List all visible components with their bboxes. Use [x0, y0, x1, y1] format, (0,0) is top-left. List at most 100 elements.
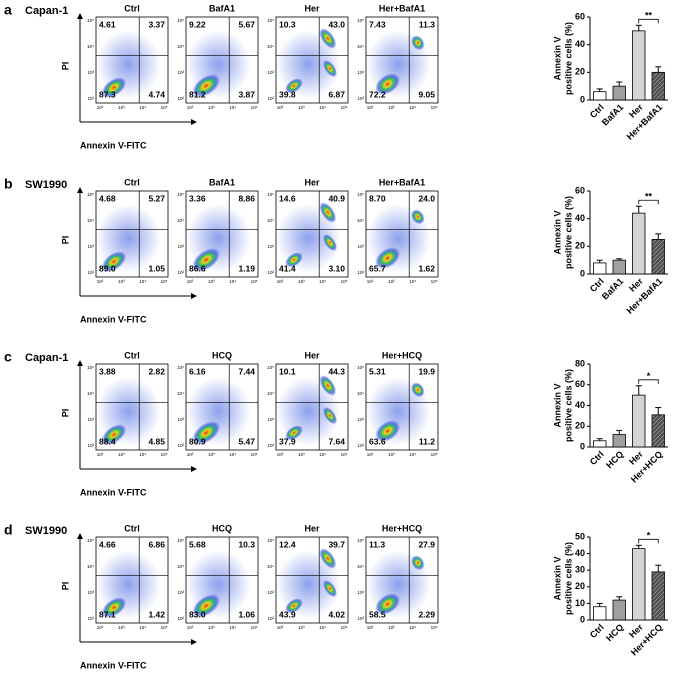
flow-x-tick: 10³	[388, 279, 395, 284]
scatter-density	[322, 233, 338, 252]
quadrant-label: 1.62	[418, 263, 435, 273]
x-tick-label: BafA1	[600, 276, 625, 301]
y-axis-label: positive cells (%)	[563, 22, 573, 95]
flow-y-tick: 10⁴	[177, 44, 184, 49]
scatter-density	[411, 382, 425, 398]
flow-y-tick: 10⁵	[357, 365, 364, 370]
quadrant-label: 65.7	[369, 263, 386, 273]
bar	[632, 30, 646, 101]
flow-x-tick: 10⁵	[341, 625, 348, 630]
flow-x-tick: 10⁵	[341, 279, 348, 284]
quadrant-label: 7.64	[328, 436, 345, 446]
panel-letter: a	[4, 2, 12, 18]
flow-x-tick: 10⁴	[409, 105, 416, 110]
bar	[593, 440, 607, 448]
quadrant-label: 27.9	[418, 539, 435, 549]
flow-y-tick: 10³	[87, 70, 94, 75]
bar	[593, 262, 607, 275]
scatter-density	[319, 375, 337, 396]
scatter-density	[322, 579, 338, 598]
quadrant-label: 5.68	[189, 539, 206, 549]
x-tick-label: HCQ	[604, 622, 625, 643]
flow-x-tick: 10²	[277, 625, 284, 630]
flow-y-tick: 10⁴	[267, 218, 274, 223]
quadrant-label: 8.86	[238, 193, 255, 203]
flow-y-tick: 10²	[357, 96, 364, 101]
flow-x-tick: 10³	[388, 105, 395, 110]
panel-letter: d	[4, 522, 13, 538]
plot-title: Ctrl	[124, 523, 140, 533]
quadrant-label: 39.8	[279, 89, 296, 99]
quadrant-label: 8.70	[369, 193, 386, 203]
flow-y-tick: 10²	[87, 270, 94, 275]
scatter-density	[192, 74, 221, 98]
flow-x-tick: 10⁴	[229, 279, 236, 284]
flow-x-tick: 10⁵	[251, 625, 258, 630]
cell-line: Capan-1	[25, 5, 68, 17]
flow-y-tick: 10²	[177, 270, 184, 275]
flow-y-tick: 10³	[357, 590, 364, 595]
quadrant-label: 12.4	[279, 539, 296, 549]
significance-bracket	[638, 538, 659, 544]
scatter-density	[319, 548, 337, 569]
flow-y-tick: 10⁴	[87, 44, 94, 49]
significance-label: **	[645, 192, 653, 202]
flow-x-tick: 10⁵	[251, 279, 258, 284]
quadrant-label: 6.87	[328, 89, 345, 99]
flow-x-tick: 10³	[298, 452, 305, 457]
plot-title: Her	[304, 3, 320, 13]
flow-x-tick: 10⁵	[431, 452, 438, 457]
x-tick-label: Ctrl	[588, 622, 606, 640]
quadrant-label: 3.36	[189, 193, 206, 203]
flow-x-tick: 10²	[367, 105, 374, 110]
scatter-density	[285, 598, 303, 614]
flow-y-tick: 10⁵	[177, 538, 184, 543]
bar	[651, 71, 665, 101]
flow-x-tick: 10⁴	[319, 279, 326, 284]
significance-label: *	[647, 531, 651, 541]
flow-x-tick: 10⁴	[229, 625, 236, 630]
quadrant-label: 5.67	[238, 19, 255, 29]
scatter-density	[375, 420, 401, 442]
flow-y-tick: 10⁴	[267, 391, 274, 396]
y-tick-label: 30	[575, 565, 585, 575]
y-tick-label: 40	[575, 213, 585, 223]
quadrant-label: 1.06	[238, 609, 255, 619]
flow-y-tick: 10⁴	[357, 218, 364, 223]
flow-y-tick: 10⁴	[267, 44, 274, 49]
quadrant-label: 3.88	[99, 366, 116, 376]
flow-x-tick: 10⁴	[319, 625, 326, 630]
quadrant-label: 10.3	[279, 19, 296, 29]
flow-y-tick: 10²	[357, 270, 364, 275]
quadrant-label: 5.31	[369, 366, 386, 376]
bar	[612, 259, 626, 275]
flow-x-tick: 10³	[118, 452, 125, 457]
quadrant-label: 1.19	[238, 263, 255, 273]
flow-x-tick: 10³	[298, 105, 305, 110]
flow-y-tick: 10⁵	[87, 538, 94, 543]
significance-bracket	[638, 199, 659, 205]
flow-x-tick: 10²	[97, 105, 104, 110]
y-axis-label: Annexin V	[552, 383, 562, 427]
cell-line: SW1990	[25, 525, 67, 537]
flow-y-tick: 10⁴	[87, 391, 94, 396]
quadrant-label: 6.16	[189, 366, 206, 376]
y-axis-label: Annexin V	[552, 556, 562, 600]
quadrant-label: 89.0	[99, 263, 116, 273]
y-tick-label: 10	[575, 598, 585, 608]
quadrant-label: 63.6	[369, 436, 386, 446]
flow-x-tick: 10²	[277, 105, 284, 110]
flow-x-tick: 10⁴	[139, 105, 146, 110]
flow-y-tick: 10²	[267, 443, 274, 448]
flow-x-tick: 10²	[97, 279, 104, 284]
flow-y-tick: 10⁵	[87, 192, 94, 197]
flow-y-label: PI	[60, 409, 70, 418]
y-tick-label: 20	[575, 581, 585, 591]
flow-x-label: Annexin V-FITC	[80, 140, 147, 150]
cell-line: SW1990	[25, 179, 67, 191]
x-tick-label: Ctrl	[588, 449, 606, 467]
quadrant-label: 24.0	[418, 193, 435, 203]
flow-x-label: Annexin V-FITC	[80, 660, 147, 670]
bar	[593, 606, 607, 621]
